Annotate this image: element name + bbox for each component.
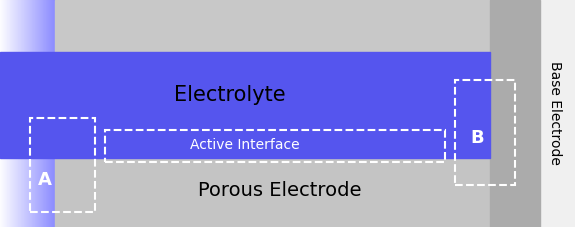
Text: Active Interface: Active Interface	[190, 138, 300, 152]
Bar	[105, 130, 445, 162]
Bar	[490, 0, 540, 227]
Bar	[30, 118, 95, 212]
Text: Base Electrode: Base Electrode	[548, 61, 562, 165]
Text: B: B	[470, 129, 484, 147]
Bar	[55, 128, 490, 227]
Bar	[455, 80, 515, 185]
Text: A: A	[38, 171, 52, 189]
Text: Porous Electrode: Porous Electrode	[198, 180, 362, 200]
Bar	[55, 0, 490, 55]
Bar	[0, 52, 490, 158]
Text: Electrolyte: Electrolyte	[174, 85, 286, 105]
